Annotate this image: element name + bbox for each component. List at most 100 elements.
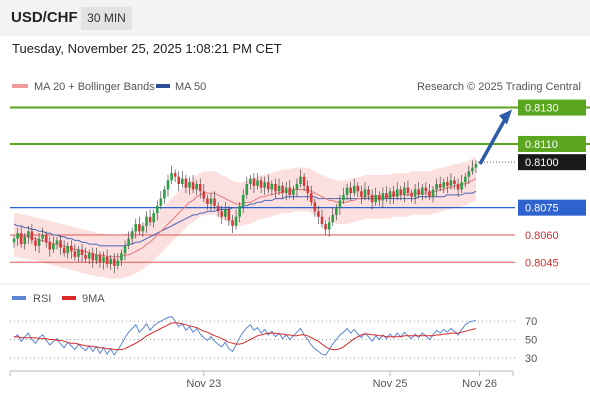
candle-body — [456, 184, 460, 190]
x-tick-label: Nov 23 — [186, 378, 221, 390]
chart-header: USD/CHF 30 MIN — [0, 0, 590, 36]
rsi-tick-label: 70 — [525, 316, 537, 328]
candle-body — [281, 185, 284, 194]
last-price-label: 0.8100 — [525, 157, 559, 169]
pivot-price-tag — [518, 199, 586, 216]
price-levels: 0.8130 0.8110 0.8100 0.8075 0.8060 0.8045 — [10, 99, 590, 269]
candle-body — [327, 222, 331, 230]
candle-body — [274, 184, 277, 192]
candle-body — [449, 180, 453, 186]
candle-body — [184, 178, 188, 188]
candle-body — [202, 191, 206, 199]
candle-body — [302, 176, 306, 186]
projection-arrow — [478, 109, 512, 165]
candle-body — [413, 189, 417, 197]
candle-body — [378, 194, 381, 201]
candles — [12, 160, 478, 274]
resistance-price-label: 0.8130 — [525, 103, 559, 115]
candle-body — [335, 207, 338, 215]
candle-body — [417, 189, 420, 195]
candle-body — [209, 198, 213, 205]
bollinger-band — [14, 156, 476, 279]
rsi-tick-label: 50 — [525, 335, 537, 347]
candle-body — [363, 189, 367, 197]
candle-body — [109, 258, 112, 265]
candle-body — [98, 254, 102, 263]
candle-body — [159, 198, 163, 206]
candle-body — [431, 189, 435, 197]
candle-body — [112, 258, 116, 266]
candle-body — [148, 216, 152, 223]
candle-body — [349, 187, 352, 194]
candle-body — [198, 184, 202, 192]
candle-body — [238, 205, 241, 217]
candle-body — [474, 163, 478, 168]
timeframe-button[interactable]: 30 MIN — [81, 7, 132, 30]
candle-body — [381, 193, 385, 201]
candle-body — [252, 178, 256, 186]
candle-body — [188, 182, 191, 188]
candle-body — [374, 194, 378, 203]
candle-body — [41, 234, 44, 239]
candle-body — [134, 224, 138, 232]
candle-body — [324, 224, 327, 230]
candle-body — [392, 191, 395, 197]
candle-body — [292, 189, 295, 195]
candle-body — [453, 180, 456, 184]
bollinger-band-area — [14, 156, 476, 279]
support-price-label: 0.8060 — [525, 230, 559, 242]
candle-body — [59, 240, 62, 248]
candle-body — [19, 233, 23, 245]
rsi-legend-label: RSI — [33, 293, 51, 305]
candle-body — [463, 176, 467, 183]
candle-body — [320, 216, 324, 225]
candle-body — [224, 209, 227, 217]
candle-body — [299, 176, 302, 184]
candle-body — [263, 182, 266, 188]
ma50-legend-swatch — [156, 84, 170, 88]
candle-body — [442, 182, 446, 188]
candle-body — [145, 216, 148, 226]
resistance-price-label: 0.8110 — [525, 139, 558, 151]
candle-body — [27, 231, 30, 237]
candle-body — [403, 187, 406, 195]
candle-body — [30, 231, 34, 241]
candle-body — [249, 178, 252, 184]
candle-body — [295, 184, 299, 190]
x-tick-label: Nov 25 — [373, 378, 408, 390]
candle-body — [259, 180, 263, 188]
last-price-tag — [518, 154, 586, 171]
candle-body — [213, 198, 216, 206]
candle-body — [62, 247, 66, 254]
rsi-legend-swatch — [12, 296, 26, 300]
rsi-line — [13, 316, 477, 357]
candle-body — [105, 256, 109, 265]
candle-body — [152, 213, 155, 223]
candle-body — [438, 184, 442, 188]
rsi-tick-label: 30 — [525, 353, 537, 365]
candle-body — [95, 254, 98, 261]
candle-body — [177, 176, 181, 184]
candle-body — [123, 245, 127, 254]
candle-body — [206, 198, 209, 205]
moving-averages — [13, 178, 477, 258]
candle-body — [120, 253, 123, 261]
candle-body — [428, 191, 431, 197]
projection-arrow-shaft — [478, 116, 508, 165]
candle-body — [166, 180, 170, 190]
candle-body — [127, 238, 130, 246]
candle-body — [313, 202, 317, 212]
candle-body — [102, 256, 105, 263]
support-price-label: 0.8045 — [525, 257, 559, 269]
ma20-legend-label: MA 20 + Bollinger Bands — [34, 81, 155, 93]
candle-body — [370, 194, 374, 203]
candle-body — [317, 211, 320, 217]
candle-body — [345, 187, 349, 195]
candle-body — [360, 191, 363, 197]
candle-body — [420, 187, 424, 195]
candle-body — [385, 193, 388, 199]
candle-body — [342, 194, 345, 201]
ma20-legend-swatch — [12, 84, 28, 88]
projection-arrow-head — [499, 109, 512, 125]
